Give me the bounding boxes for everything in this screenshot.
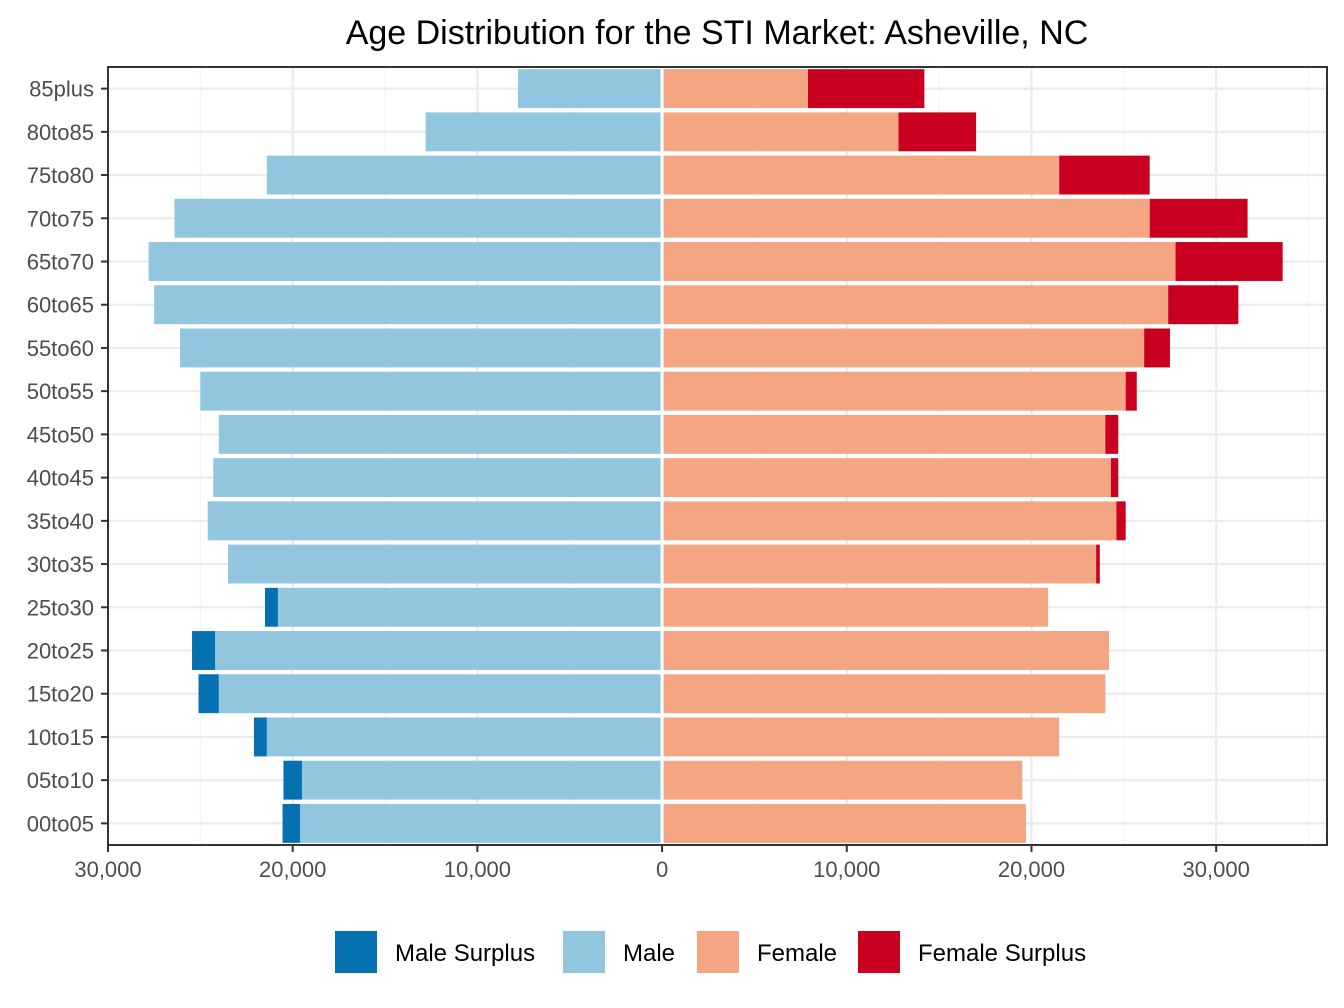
bar-male-50to55	[200, 371, 663, 411]
bar-female-05to10	[662, 760, 1023, 800]
bar-male-surplus-10to15	[253, 717, 267, 757]
legend-label: Male Surplus	[395, 940, 535, 967]
bar-male-85plus	[518, 69, 663, 109]
x-tick-label: 0	[656, 857, 668, 882]
y-tick-label: 85plus	[29, 77, 94, 102]
bar-female-30to35	[662, 544, 1097, 584]
bar-male-70to75	[174, 198, 663, 238]
bar-male-35to40	[207, 501, 663, 541]
legend-label: Female Surplus	[918, 940, 1086, 967]
bar-female-00to05	[662, 803, 1026, 843]
legend-key-male	[563, 931, 605, 973]
panel-border-rect	[107, 66, 1328, 846]
x-tick-label: 10,000	[444, 857, 511, 882]
y-axis: 00to05 05to10 10to15 15to20 20to25 25to30 30to…	[27, 77, 108, 836]
legend-item-female: Female	[697, 931, 837, 973]
y-tick-label: 20to25	[27, 639, 94, 664]
bar-female-40to45	[662, 458, 1111, 498]
y-tick-label: 30to35	[27, 552, 94, 577]
bars	[148, 69, 1283, 843]
bar-female-surplus-70to75	[1149, 198, 1248, 238]
bar-male-55to60	[180, 328, 663, 368]
bar-female-75to80	[662, 155, 1060, 195]
bar-female-15to20	[662, 674, 1106, 714]
bar-male-30to35	[228, 544, 663, 584]
bar-female-20to25	[662, 631, 1110, 670]
bar-female-surplus-30to35	[1096, 544, 1100, 584]
bar-female-85plus	[662, 69, 809, 109]
y-tick-label: 35to40	[27, 509, 94, 534]
bar-female-surplus-50to55	[1125, 371, 1137, 411]
y-tick-label: 70to75	[27, 206, 94, 231]
bar-male-20to25	[215, 631, 663, 670]
chart-title: Age Distribution for the STI Market: Ash…	[346, 14, 1089, 52]
bar-male-15to20	[218, 674, 663, 714]
bar-female-60to65	[662, 285, 1169, 325]
x-tick-label: 20,000	[259, 857, 326, 882]
x-axis: 30,000 20,000 10,000 0 10,000 20,000 30,000	[74, 845, 1250, 882]
y-tick-label: 40to45	[27, 466, 94, 491]
bar-female-surplus-75to80	[1059, 155, 1150, 195]
bar-female-35to40	[662, 501, 1117, 541]
panel-border	[107, 66, 1328, 846]
legend-item-female-surplus: Female Surplus	[858, 931, 1086, 973]
y-tick-label: 45to50	[27, 422, 94, 447]
bar-male-00to05	[300, 803, 663, 843]
bar-female-surplus-45to50	[1105, 414, 1119, 454]
y-tick-label: 60to65	[27, 293, 94, 318]
bar-male-05to10	[301, 760, 663, 800]
legend-key-male-surplus	[335, 931, 377, 973]
legend-item-male-surplus: Male Surplus	[335, 931, 535, 973]
bar-female-65to70	[662, 242, 1176, 281]
y-tick-label: 80to85	[27, 120, 94, 145]
bar-male-45to50	[218, 414, 663, 454]
y-tick-label: 15to20	[27, 682, 94, 707]
bar-female-surplus-60to65	[1168, 285, 1239, 325]
x-tick-label: 10,000	[813, 857, 880, 882]
bar-female-45to50	[662, 414, 1106, 454]
bar-female-surplus-55to60	[1144, 328, 1171, 368]
legend: Male Surplus Male Female Female Surplus	[335, 931, 1086, 973]
y-tick-label: 25to30	[27, 595, 94, 620]
y-tick-label: 00to05	[27, 811, 94, 836]
bar-male-10to15	[266, 717, 663, 757]
y-tick-label: 10to15	[27, 725, 94, 750]
bar-male-65to70	[148, 242, 663, 281]
bar-male-surplus-00to05	[282, 803, 301, 843]
bar-male-25to30	[277, 587, 663, 627]
bar-female-surplus-80to85	[898, 112, 977, 152]
bar-male-surplus-25to30	[264, 587, 278, 627]
bar-male-40to45	[213, 458, 663, 498]
bar-male-60to65	[154, 285, 663, 325]
bar-male-surplus-05to10	[283, 760, 302, 800]
bar-male-80to85	[425, 112, 663, 152]
bar-female-55to60	[662, 328, 1145, 368]
y-tick-label: 55to60	[27, 336, 94, 361]
legend-key-female-surplus	[858, 931, 900, 973]
bar-male-75to80	[266, 155, 663, 195]
bar-female-10to15	[662, 717, 1060, 757]
legend-key-female	[697, 931, 739, 973]
bar-female-surplus-85plus	[808, 69, 925, 109]
legend-item-male: Male	[563, 931, 675, 973]
bar-female-surplus-35to40	[1116, 501, 1126, 541]
x-tick-label: 20,000	[998, 857, 1065, 882]
bar-female-80to85	[662, 112, 899, 152]
bar-female-70to75	[662, 198, 1150, 238]
y-tick-label: 50to55	[27, 379, 94, 404]
bar-female-25to30	[662, 587, 1049, 627]
x-tick-label: 30,000	[74, 857, 141, 882]
legend-label: Male	[623, 940, 675, 967]
bar-female-surplus-40to45	[1110, 458, 1119, 498]
y-tick-label: 65to70	[27, 250, 94, 275]
y-tick-label: 05to10	[27, 768, 94, 793]
legend-label: Female	[757, 940, 837, 967]
bar-female-surplus-65to70	[1175, 242, 1283, 281]
bar-male-surplus-15to20	[198, 674, 219, 714]
x-tick-label: 30,000	[1183, 857, 1250, 882]
bar-female-50to55	[662, 371, 1126, 411]
y-tick-label: 75to80	[27, 163, 94, 188]
bar-male-surplus-20to25	[192, 631, 216, 670]
